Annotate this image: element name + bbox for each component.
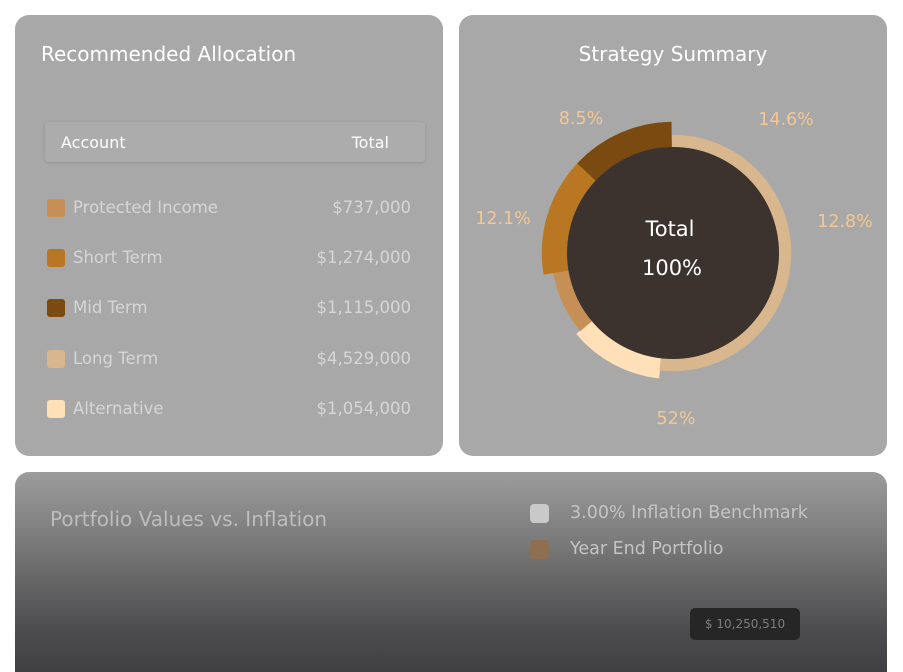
allocation-card: Recommended Allocation Account Total Pro…: [15, 15, 443, 456]
value-tooltip: $ 10,250,510: [690, 608, 800, 640]
allocation-row-short-term: Short Term $1,274,000: [47, 246, 411, 270]
donut-chart: Total 100% 8.5% 14.6% 12.8% 52% 12.1%: [475, 109, 873, 429]
row-label: Short Term: [73, 248, 163, 267]
column-header-account: Account: [61, 133, 126, 152]
column-header-total: Total: [351, 133, 389, 152]
portfolio-card: Portfolio Values vs. Inflation 3.00% Inf…: [15, 472, 887, 672]
allocation-table-header: Account Total: [45, 122, 425, 162]
legend-swatch-portfolio: [530, 540, 549, 559]
allocation-row-long-term: Long Term $4,529,000: [47, 347, 411, 371]
strategy-summary-title: Strategy Summary: [578, 42, 768, 66]
slice-label-mid-term: 12.8%: [817, 212, 873, 232]
legend-label-portfolio: Year End Portfolio: [570, 539, 724, 559]
center-value: 100%: [642, 256, 702, 280]
row-value: $1,054,000: [316, 399, 411, 418]
row-value: $1,115,000: [316, 298, 411, 317]
row-value: $1,274,000: [316, 248, 411, 267]
legend-swatch: [47, 400, 65, 418]
allocation-row-alternative: Alternative $1,054,000: [47, 397, 411, 421]
slice-label-protected-income: 8.5%: [559, 109, 603, 129]
legend-swatch: [47, 350, 65, 368]
legend-swatch: [47, 199, 65, 217]
legend-swatch-inflation: [530, 504, 549, 523]
slice-label-alternative: 12.1%: [475, 209, 531, 229]
legend-label-inflation: 3.00% Inflation Benchmark: [570, 503, 808, 523]
slice-label-short-term: 14.6%: [758, 110, 814, 130]
row-label: Long Term: [73, 349, 159, 368]
row-label: Mid Term: [73, 298, 148, 317]
center-title: Total: [644, 217, 694, 241]
legend-swatch: [47, 249, 65, 267]
strategy-summary-card: Strategy Summary Total 100% 8.5% 14.6% 1…: [459, 15, 887, 456]
row-value: $4,529,000: [316, 349, 411, 368]
legend-swatch: [47, 299, 65, 317]
slice-label-long-term: 52%: [657, 409, 696, 429]
allocation-title: Recommended Allocation: [41, 42, 297, 66]
allocation-row-protected-income: Protected Income $737,000: [47, 196, 411, 220]
allocation-row-mid-term: Mid Term $1,115,000: [47, 296, 411, 320]
donut-center: [567, 147, 779, 359]
row-label: Alternative: [73, 399, 164, 418]
row-label: Protected Income: [73, 198, 218, 217]
row-value: $737,000: [332, 198, 411, 217]
portfolio-title: Portfolio Values vs. Inflation: [50, 507, 328, 531]
